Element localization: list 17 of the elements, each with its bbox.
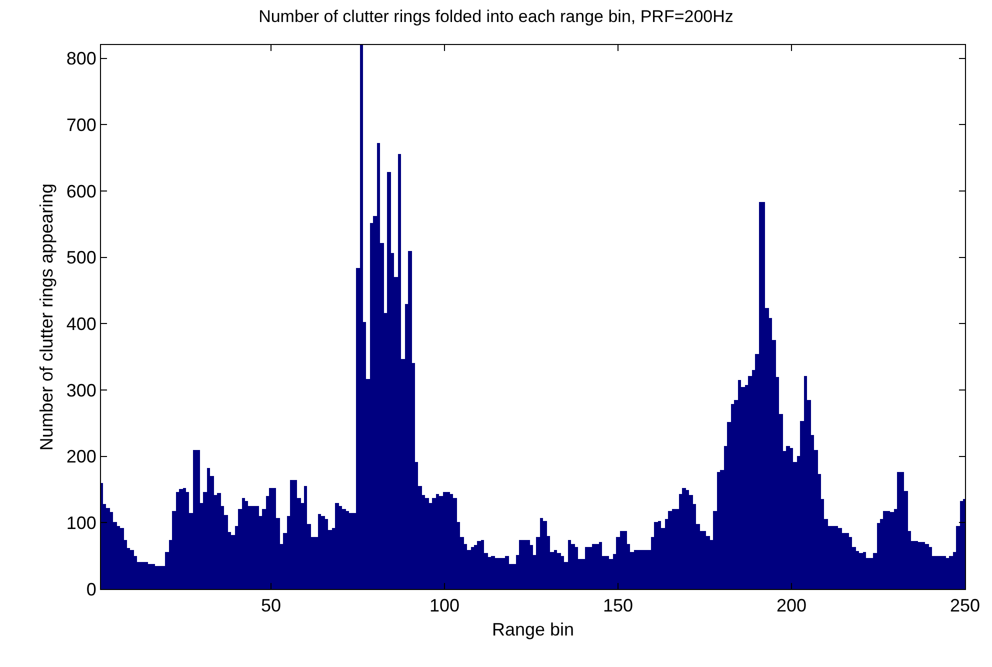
x-axis-title: Range bin [492,620,574,640]
chart-title: Number of clutter rings folded into each range bin, PRF=200Hz [258,6,734,26]
y-tick-label: 400 [66,314,96,334]
y-axis-title: Number of clutter rings appearing [36,183,57,451]
y-tick-label: 500 [66,248,96,268]
x-tick-label: 200 [776,596,807,616]
y-tick-label: 200 [66,446,96,467]
y-tick-label: 700 [66,114,96,135]
x-tick-label: 150 [602,596,634,616]
y-tick-label: 0 [86,579,96,600]
y-tick-label: 800 [66,48,96,69]
x-tick-label: 100 [429,596,460,616]
y-tick-label: 100 [66,512,96,533]
y-tick-label: 300 [66,380,96,400]
y-tick-label: 600 [66,181,96,202]
x-tick-label: 50 [261,596,282,616]
x-tick-label: 250 [950,596,980,616]
